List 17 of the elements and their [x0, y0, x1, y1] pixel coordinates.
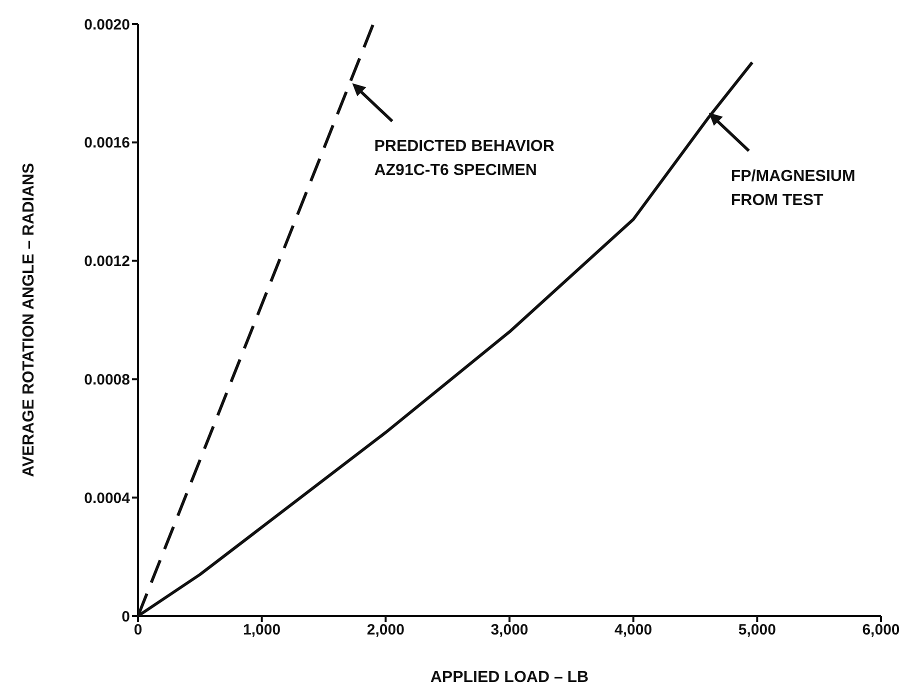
y-tick-label: 0.0012: [84, 253, 130, 270]
y-tick-label: 0.0016: [84, 134, 130, 152]
y-tick-label: 0.0008: [84, 372, 130, 389]
x-tick-label: 0: [134, 622, 142, 639]
y-tick-label: 0: [122, 608, 130, 626]
annotation: PREDICTED BEHAVIOR AZ91C-T6 SPECIMEN: [374, 138, 555, 180]
x-tick-label: 3,000: [490, 622, 528, 639]
y-tick-label: 0.0004: [84, 490, 131, 507]
x-tick-label: 2,000: [366, 622, 404, 639]
x-axis-title: APPLIED LOAD – LB: [430, 669, 589, 686]
x-tick-label: 5,000: [738, 622, 776, 639]
x-tick-label: 4,000: [614, 622, 652, 639]
x-tick-label: 6,000: [862, 622, 900, 639]
x-tick-label: 1,000: [243, 622, 281, 639]
y-tick-label: 0.0020: [84, 16, 130, 34]
y-axis-title: AVERAGE ROTATION ANGLE – RADIANS: [20, 162, 38, 478]
annotation: FP/MAGNESIUM FROM TEST: [730, 168, 856, 209]
